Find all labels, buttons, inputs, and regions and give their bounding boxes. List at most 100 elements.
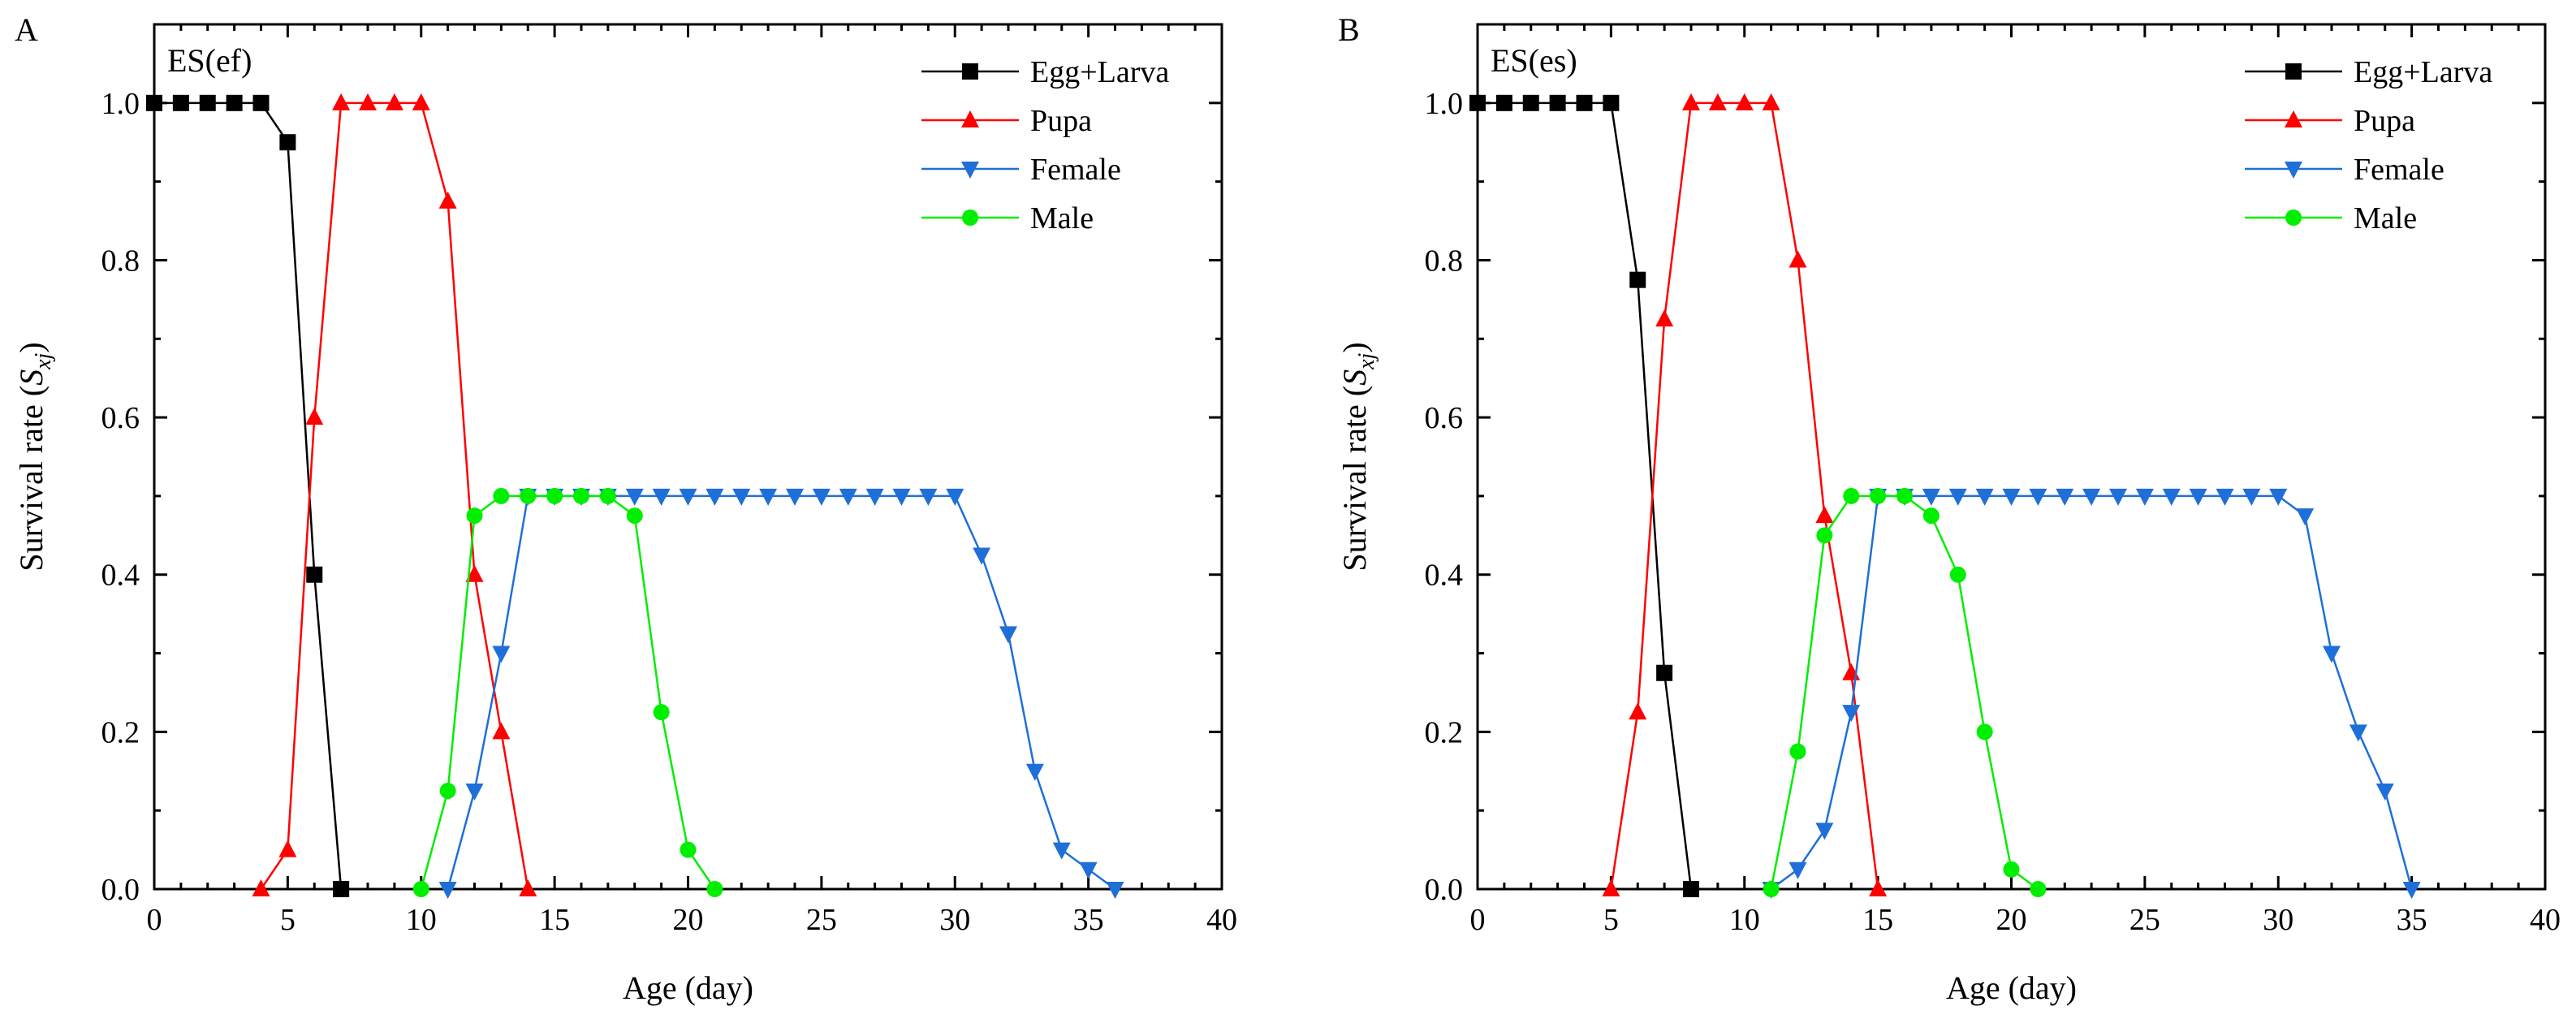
series-line-pupa [260, 101, 529, 890]
legend-marker-female [2285, 162, 2302, 179]
data-point-female [652, 488, 671, 506]
x-tick-label: 10 [1729, 903, 1760, 937]
data-point-egg-larva [333, 881, 350, 897]
y-tick-label: 0.0 [101, 873, 140, 907]
data-point-egg-larva [306, 566, 323, 583]
data-point-female [2242, 488, 2261, 506]
data-point-male [1816, 527, 1833, 544]
legend-label: Egg+Larva [1030, 55, 1169, 89]
treatment-label: ES(es) [1491, 42, 1577, 79]
x-tick-label: 25 [2129, 903, 2160, 937]
x-tick-label: 25 [806, 903, 837, 937]
legend-item-pupa: Pupa [2245, 104, 2415, 138]
data-point-male [466, 507, 483, 525]
data-point-male [653, 704, 670, 721]
data-point-male [1870, 487, 1887, 504]
data-point-male [1949, 566, 1966, 583]
data-point-female [2296, 508, 2315, 526]
series-egg-larva [1469, 94, 1699, 897]
data-point-female [839, 488, 857, 506]
data-point-female [973, 547, 991, 565]
y-axis-title-var: S [1336, 369, 1373, 386]
series-line-male [1770, 494, 2039, 891]
data-point-pupa [1762, 93, 1780, 110]
data-point-female [2402, 882, 2421, 899]
data-point-pupa [278, 840, 297, 857]
data-point-egg-larva [199, 94, 216, 111]
data-point-pupa [359, 93, 377, 110]
data-point-male [439, 782, 456, 799]
data-point-egg-larva [1549, 94, 1566, 111]
data-point-pupa [1602, 879, 1620, 896]
data-point-egg-larva [1656, 664, 1673, 681]
data-point-egg-larva [1522, 94, 1539, 111]
series-line-female [1770, 494, 2413, 891]
data-point-female [2189, 488, 2207, 506]
y-axis-title-sub: xj [1354, 352, 1379, 369]
x-tick-label: 30 [2263, 903, 2293, 937]
data-point-pupa [492, 722, 511, 740]
legend-label: Egg+Larva [2354, 55, 2492, 89]
panel-b: 0 5 10 15 20 25 30 35 40 0.0 0.2 0.4 0.6 0.8 1.0 Age (d… [1336, 11, 2561, 1006]
data-point-pupa [465, 564, 484, 582]
y-tick-label: 0.4 [101, 559, 140, 593]
data-point-female [732, 488, 751, 506]
data-point-male [573, 487, 589, 504]
y-tick-label: 0.2 [101, 715, 140, 749]
y-tick-label: 0.6 [1425, 401, 1464, 435]
data-point-female [2082, 488, 2101, 506]
data-point-pupa [1735, 93, 1754, 110]
y-tick-label: 1.0 [1425, 87, 1464, 121]
data-point-female [2002, 488, 2021, 506]
data-point-female [1948, 488, 1967, 506]
data-point-pupa [1815, 506, 1834, 524]
data-point-egg-larva [226, 94, 243, 111]
data-point-female [1842, 705, 1861, 723]
data-point-female [2029, 488, 2047, 506]
panel-letter: B [1338, 11, 1360, 48]
x-tick-label: 0 [1470, 903, 1486, 937]
data-point-male [412, 881, 429, 897]
data-point-female [1975, 488, 1994, 506]
legend-item-egg-larva: Egg+Larva [2245, 55, 2492, 89]
data-point-female [1815, 823, 1834, 840]
data-point-male [546, 487, 563, 504]
legend-label: Male [2354, 201, 2417, 235]
series-line-male [420, 494, 716, 890]
series-line-female [447, 494, 1116, 891]
data-point-male [493, 487, 510, 504]
data-point-female [2269, 488, 2288, 506]
data-point-female [492, 646, 511, 663]
data-point-pupa [252, 879, 270, 896]
data-point-female [892, 488, 911, 506]
data-point-male [2003, 861, 2020, 878]
y-axis-title: Survival rate (Sxj) [1336, 342, 1379, 571]
data-point-female [1079, 861, 1098, 879]
data-point-pupa [1789, 250, 1807, 268]
data-point-female [2109, 488, 2127, 506]
data-point-female [1106, 882, 1124, 899]
series-male [1763, 487, 2047, 897]
legend-marker-egg-larva [962, 63, 978, 80]
legend: Egg+Larva Pupa Female Male [2245, 55, 2492, 235]
data-point-egg-larva [252, 94, 270, 111]
x-tick-label: 0 [147, 903, 162, 937]
series-female [438, 488, 1124, 899]
legend-marker-egg-larva [2285, 63, 2302, 80]
data-point-pupa [519, 879, 537, 896]
data-point-male [1843, 487, 1860, 504]
legend-item-egg-larva: Egg+Larva [921, 55, 1169, 89]
y-axis-title-close: ) [13, 342, 50, 352]
legend-item-female: Female [921, 153, 1121, 187]
data-point-egg-larva [172, 94, 189, 111]
data-point-female [865, 488, 884, 506]
y-axis-title-main: Survival rate ( [1336, 386, 1373, 572]
data-point-pupa [305, 408, 324, 425]
data-point-pupa [412, 93, 430, 110]
series-line-egg-larva [154, 101, 343, 890]
data-point-male [1976, 723, 1993, 741]
data-point-male [599, 487, 616, 504]
data-point-male [706, 881, 723, 897]
data-point-female [759, 488, 778, 506]
data-point-pupa [1629, 702, 1647, 720]
